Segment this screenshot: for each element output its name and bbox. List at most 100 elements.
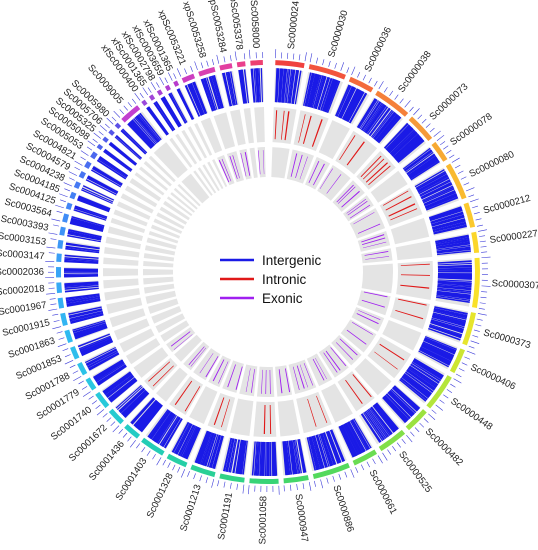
intergenic-bar-25-3 [106,375,135,398]
intergenic-bar-37-2 [70,217,105,229]
tick-mark [211,478,215,488]
intergenic-bar-55-4 [208,76,221,110]
tick-mark [52,326,62,330]
tick-mark [193,473,196,480]
intronic-bar-12-1 [374,351,398,370]
intergenic-bar-55-0 [200,78,214,112]
intergenic-bar-56-3 [226,71,235,106]
exonic-bar-16-1 [299,364,309,388]
intronic-bar-9-0 [400,263,430,266]
intergenic-bar-13-6 [387,391,414,418]
ideogram-segment-39 [69,191,77,200]
ideogram-segment-58 [250,60,263,66]
tick-mark [173,73,177,79]
ideogram-segment-19 [219,473,245,483]
intergenic-bar-4-8 [392,133,420,158]
intergenic-bar-9-22 [436,295,471,302]
tick-mark [249,49,251,59]
intergenic-bar-6-7 [419,180,451,197]
intergenic-bar-16-13 [312,435,324,469]
intergenic-bar-44-1 [103,148,133,172]
contig-label-4: Sc0000073 [427,81,470,122]
ideogram-segment-14 [378,429,406,452]
intergenic-bar-4-2 [386,125,412,152]
contig-label-6: Sc0000080 [468,149,517,180]
intergenic-bar-58-5 [260,68,263,103]
tick-mark [431,409,437,414]
tick-mark [150,81,156,90]
tick-mark [211,59,215,66]
intergenic-bar-11-9 [419,347,451,365]
tick-mark [340,62,345,71]
exonic-bar-15-0 [315,357,327,380]
intergenic-bar-56-2 [225,72,234,106]
contig-label-14: Sc0000525 [396,449,434,495]
intergenic-bar-17-3 [293,439,301,474]
intergenic-bar-6-3 [417,173,448,192]
track-bg-exonic-24 [174,334,202,362]
intergenic-bar-11-11 [418,350,449,368]
tick-mark [58,337,65,340]
ideogram-segment-8 [471,231,480,254]
tick-mark [465,187,475,192]
track-bg-exonic-54 [217,155,235,186]
intergenic-bar-17-7 [288,440,295,475]
tick-mark [472,335,479,338]
ideogram-segment-42 [84,161,92,169]
intergenic-bar-6-14 [424,191,457,207]
intergenic-bar-15-5 [346,421,365,453]
track-bg-intronic-2 [318,120,350,160]
ideogram-segment-3 [375,90,409,117]
intergenic-bar-3-12 [372,110,394,139]
exonic-bar-1-2 [299,156,308,180]
tick-mark [448,154,455,159]
tick-mark [106,117,114,125]
track-bg-intronic-45 [139,166,169,191]
tick-mark [457,170,464,174]
intergenic-bar-24-4 [119,388,146,414]
intergenic-bar-46-1 [115,134,143,159]
intergenic-bar-19-7 [229,439,238,473]
intergenic-bar-20-2 [209,434,222,469]
track-bg-intronic-33 [103,268,139,277]
intronic-bar-22-0 [184,386,201,412]
tick-mark [194,61,198,71]
exonic-bar-7-2 [362,241,387,249]
tick-mark [68,171,78,176]
intergenic-bar-8-5 [436,243,471,250]
intergenic-bar-58-0 [250,68,256,103]
ideogram-segment-23 [124,424,141,439]
intergenic-bar-22-0 [163,418,183,449]
ideogram-segment-33 [55,266,62,278]
intergenic-bar-32-4 [64,281,99,286]
intergenic-bar-54-5 [193,81,208,114]
intergenic-bar-44-0 [103,150,132,172]
track-bg-exonic-38 [148,231,179,244]
contig-label-13: Sc0000482 [423,426,465,468]
intergenic-bar-5-2 [404,150,433,172]
intergenic-bar-0-8 [287,69,293,104]
tick-mark [435,404,443,411]
intergenic-bar-28-3 [79,336,112,352]
ideogram-segment-40 [73,181,81,189]
tick-mark [304,52,307,62]
tick-mark [110,421,116,427]
intergenic-bar-50-1 [155,101,176,131]
intergenic-bar-48-8 [137,113,161,142]
intergenic-bar-0-9 [288,69,295,104]
tick-mark [82,391,91,397]
ideogram-segment-26 [85,377,97,391]
exonic-bar-20-1 [227,364,236,388]
exonic-bar-10-1 [361,299,385,308]
tick-mark [62,348,69,352]
intergenic-bar-20-3 [208,434,220,468]
exonic-bar-2-0 [308,160,320,184]
tick-mark [146,450,151,456]
intergenic-bar-21-8 [173,422,191,454]
tick-mark [298,54,301,61]
ideogram-segment-28 [70,346,80,360]
intergenic-bar-4-3 [387,126,413,153]
track-bg-intronic-41 [120,193,154,214]
intergenic-bar-14-3 [372,404,396,433]
tick-mark [423,418,429,423]
